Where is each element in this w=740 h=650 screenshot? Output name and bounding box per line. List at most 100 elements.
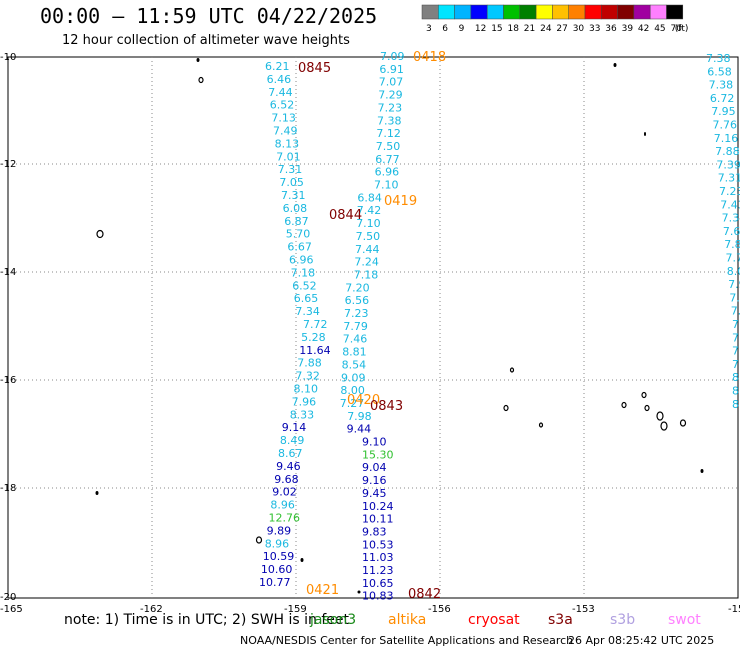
- island: [679, 419, 687, 427]
- pass-time-label: 0845: [298, 61, 331, 76]
- colorbar-label: 42: [638, 24, 649, 34]
- swh-value: 7.7: [729, 291, 740, 304]
- lat-tick-label: -10: [0, 52, 16, 63]
- swh-value: 9.14: [282, 421, 307, 434]
- swh-value: 6.72: [710, 92, 735, 105]
- swh-value: 9.04: [362, 461, 387, 474]
- swh-value: 8.81: [342, 346, 367, 359]
- colorbar-unit: (ft): [675, 24, 689, 34]
- colorbar-label: 15: [491, 24, 502, 34]
- colorbar-legend: 3 6 9 12 15 18 21 24 27 30 33 36 39 42 45 70(ft): [421, 4, 689, 34]
- swh-value: 6.96: [375, 166, 400, 179]
- swh-value: 7.24: [354, 256, 379, 269]
- swh-value: 9.68: [274, 473, 299, 486]
- colorbar-swatch: [649, 4, 667, 20]
- swh-value: 7.9: [732, 358, 740, 371]
- lon-tick-label: -162: [140, 604, 163, 615]
- swh-value: 8: [732, 371, 739, 384]
- swh-value: 7.50: [356, 230, 381, 243]
- swh-value: 7.12: [376, 127, 401, 140]
- swh-value: 9.45: [362, 487, 387, 500]
- colorbar-label: 21: [524, 24, 535, 34]
- swh-value: 7.8: [731, 305, 740, 318]
- colorbar-swatch: [470, 4, 488, 20]
- lon-tick-label: -165: [0, 604, 23, 615]
- colorbar-swatch: [421, 4, 439, 20]
- colorbar-label: 12: [475, 24, 486, 34]
- colorbar-label: 27: [556, 24, 567, 34]
- swh-value: 12.76: [269, 512, 301, 525]
- swh-value: 10.59: [263, 550, 295, 563]
- swh-value: 6.65: [294, 292, 319, 305]
- swh-value: 8.00: [340, 384, 365, 397]
- colorbar-label: 24: [540, 24, 552, 34]
- lat-tick-label: -16: [0, 375, 16, 386]
- colorbar-label: 70: [671, 24, 683, 34]
- colorbar-swatch: [617, 4, 635, 20]
- colorbar-label: 30: [573, 24, 585, 34]
- swh-value: 10.65: [362, 577, 394, 590]
- swh-value: 7.74: [726, 252, 740, 265]
- swh-value: 9.16: [362, 474, 387, 487]
- swh-value: 7.05: [279, 176, 304, 189]
- swh-value: 7.44: [355, 243, 380, 256]
- island-outlines: [95, 58, 704, 594]
- colorbar-label: 39: [622, 24, 634, 34]
- lon-tick-label: -159: [284, 604, 307, 615]
- swh-value: 6.46: [267, 73, 292, 86]
- lon-tick-label: -150: [728, 604, 740, 615]
- colorbar-swatch: [503, 4, 521, 20]
- colorbar-label: 45: [654, 24, 665, 34]
- pass-time-label: 0418: [413, 50, 446, 65]
- colorbar-label: 18: [508, 24, 520, 34]
- pass-time-label: 0421: [306, 583, 339, 598]
- swh-value: 6.91: [379, 63, 404, 76]
- lat-tick-label: -12: [0, 159, 16, 170]
- credit-line: NOAA/NESDIS Center for Satellite Applica…: [240, 634, 574, 647]
- swh-value: 8.49: [280, 434, 305, 447]
- swh-value: 10.53: [362, 538, 394, 551]
- swh-value: 11.64: [299, 344, 331, 357]
- swh-value: 8: [732, 385, 739, 398]
- swh-value: 7.31: [278, 163, 303, 176]
- island: [95, 491, 99, 495]
- colorbar-label: 9: [459, 24, 465, 34]
- colorbar-swatch: [552, 4, 569, 20]
- colorbar-swatch: [519, 4, 537, 20]
- island: [96, 229, 104, 239]
- island: [196, 58, 200, 62]
- swh-value: 7.27: [340, 397, 365, 410]
- swh-value: 7.38: [709, 79, 734, 92]
- satellite-legend-cryosat: cryosat: [468, 612, 520, 628]
- swh-value: 7.38: [377, 114, 402, 127]
- swh-value: 7.09: [380, 50, 405, 63]
- swh-value: 7.67: [723, 225, 740, 238]
- colorbar-swatch: [486, 4, 504, 20]
- swh-value: 9.44: [347, 423, 372, 436]
- pass-time-label: 0842: [408, 587, 441, 602]
- island: [644, 404, 650, 412]
- swh-value: 7.23: [344, 307, 369, 320]
- swh-value: 7.88: [297, 357, 322, 370]
- colorbar-swatch: [584, 4, 602, 20]
- map-frame: [7, 56, 739, 599]
- altimeter-tracks: 6.216.467.446.527.137.498.137.017.317.05…: [259, 50, 740, 603]
- swh-value: 7.34: [295, 305, 320, 318]
- swh-value: 6.52: [292, 279, 317, 292]
- island: [198, 76, 204, 84]
- swh-value: 8.0: [727, 265, 740, 278]
- island: [660, 421, 668, 431]
- swh-value: 9.09: [341, 371, 366, 384]
- swh-value: 6.67: [287, 241, 312, 254]
- swh-value: 6.77: [375, 153, 400, 166]
- swh-value: 6.87: [284, 215, 309, 228]
- island: [700, 469, 704, 473]
- swh-value: 7.9: [728, 278, 740, 291]
- swh-value: 7.20: [345, 281, 370, 294]
- lat-tick-label: -20: [0, 592, 16, 603]
- lat-tick-label: -14: [0, 267, 16, 278]
- island: [509, 367, 515, 373]
